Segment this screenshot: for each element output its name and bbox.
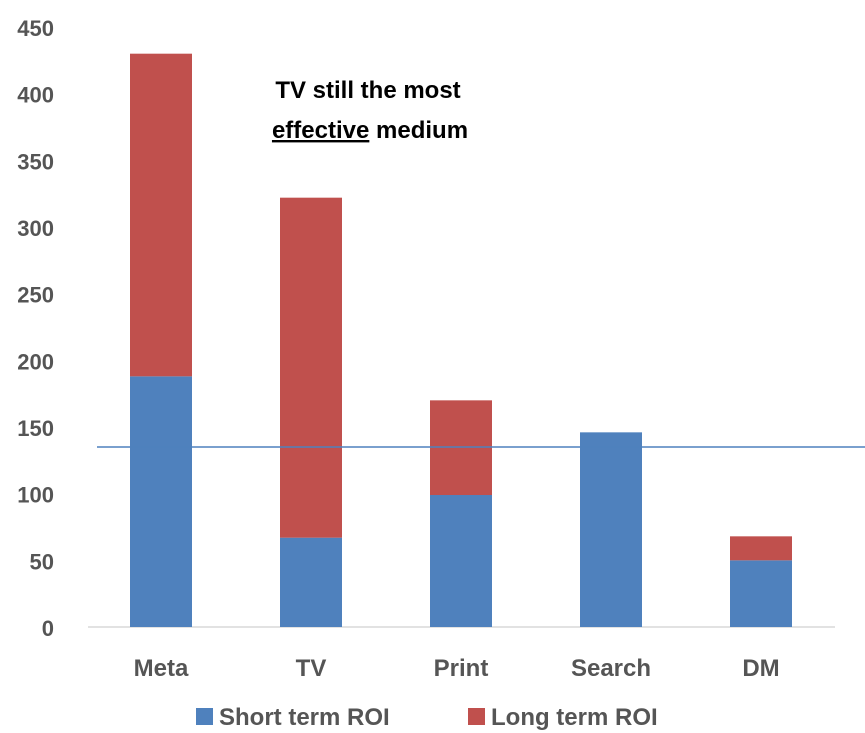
x-tick-label: Print [434, 655, 489, 682]
y-tick-label: 250 [17, 283, 54, 308]
annotation-line-2-rest: medium [369, 117, 468, 144]
y-tick-label: 200 [17, 349, 54, 374]
annotation-line-1: TV still the most [275, 77, 460, 104]
x-tick-label: DM [742, 655, 779, 682]
bar-long-meta [130, 53, 192, 377]
legend-swatch [196, 708, 213, 725]
bar-long-tv [280, 197, 342, 538]
legend: Short term ROI Long term ROI [196, 704, 658, 731]
bar-short-search [580, 432, 642, 627]
y-tick-label: 450 [17, 16, 54, 41]
x-tick-labels: Meta TV Print Search DM [134, 655, 780, 682]
bar-short-dm [730, 560, 792, 627]
bar-short-tv [280, 537, 342, 627]
y-tick-label: 350 [17, 149, 54, 174]
x-tick-label: Search [571, 655, 651, 682]
bar-short-meta [130, 376, 192, 627]
y-tick-label: 300 [17, 216, 54, 241]
x-tick-label: TV [296, 655, 327, 682]
y-tick-label: 150 [17, 416, 54, 441]
y-tick-label: 0 [42, 616, 54, 641]
x-tick-label: Meta [134, 655, 189, 682]
legend-swatch [468, 708, 485, 725]
annotation-emphasis: effective [272, 117, 369, 144]
bar-long-dm [730, 536, 792, 561]
legend-label: Short term ROI [219, 704, 390, 731]
y-tick-label: 400 [17, 83, 54, 108]
legend-label: Long term ROI [491, 704, 658, 731]
y-tick-labels: 0 50 100 150 200 250 300 350 400 450 [17, 16, 54, 641]
bars-layer [97, 53, 865, 627]
annotation-line-2: effective medium [272, 117, 468, 144]
bar-short-print [430, 495, 492, 627]
y-tick-label: 100 [17, 483, 54, 508]
y-tick-label: 50 [30, 549, 54, 574]
